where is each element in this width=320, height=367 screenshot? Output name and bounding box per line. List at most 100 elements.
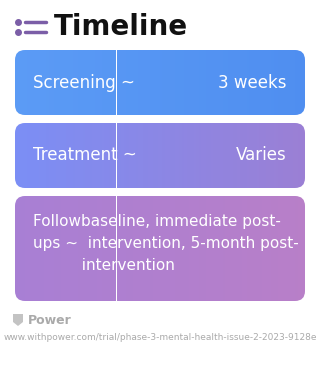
Bar	[303, 196, 305, 301]
Bar	[46, 123, 49, 188]
Bar	[119, 50, 121, 115]
Bar	[17, 196, 20, 301]
Bar	[264, 123, 266, 188]
Bar	[71, 123, 73, 188]
Bar	[59, 196, 61, 301]
Bar	[141, 196, 143, 301]
Bar	[143, 196, 146, 301]
Bar	[160, 196, 163, 301]
Bar	[114, 50, 116, 115]
Bar	[73, 196, 76, 301]
Bar	[300, 123, 303, 188]
Bar	[182, 196, 184, 301]
Bar	[249, 123, 252, 188]
Bar	[199, 196, 201, 301]
Bar	[191, 196, 194, 301]
Bar	[54, 50, 56, 115]
Bar	[247, 123, 249, 188]
Bar	[15, 123, 17, 188]
Bar	[240, 123, 242, 188]
Bar	[259, 196, 261, 301]
Bar	[261, 50, 264, 115]
Bar	[17, 50, 20, 115]
Bar	[172, 50, 174, 115]
Bar	[131, 50, 133, 115]
Bar	[179, 196, 182, 301]
Bar	[37, 50, 39, 115]
Bar	[121, 123, 124, 188]
Bar	[223, 123, 225, 188]
Bar	[163, 50, 165, 115]
Bar	[242, 196, 244, 301]
Bar	[119, 123, 121, 188]
Bar	[150, 50, 153, 115]
Text: Screening ~: Screening ~	[33, 73, 135, 91]
Bar	[121, 196, 124, 301]
Bar	[27, 50, 29, 115]
Bar	[266, 50, 269, 115]
Bar	[107, 123, 109, 188]
Bar	[153, 196, 155, 301]
Bar	[230, 50, 233, 115]
Bar	[100, 196, 102, 301]
Text: Followbaseline, immediate post-
ups ~  intervention, 5-month post-
          int: Followbaseline, immediate post- ups ~ in…	[33, 214, 299, 273]
Bar	[177, 50, 179, 115]
Bar	[244, 50, 247, 115]
Bar	[29, 50, 32, 115]
Text: www.withpower.com/trial/phase-3-mental-health-issue-2-2023-9128e: www.withpower.com/trial/phase-3-mental-h…	[3, 334, 317, 342]
Bar	[116, 50, 119, 115]
Bar	[254, 50, 257, 115]
Bar	[51, 196, 54, 301]
Bar	[271, 123, 274, 188]
Bar	[129, 196, 131, 301]
Bar	[271, 196, 274, 301]
Text: Power: Power	[28, 313, 72, 327]
Bar	[191, 50, 194, 115]
Text: ഠ: ഠ	[18, 312, 27, 327]
Bar	[170, 123, 172, 188]
Bar	[283, 123, 286, 188]
Bar	[39, 196, 42, 301]
Bar	[136, 123, 138, 188]
Bar	[293, 50, 295, 115]
Bar	[143, 50, 146, 115]
Bar	[25, 196, 27, 301]
Bar	[237, 196, 240, 301]
Bar	[71, 50, 73, 115]
Bar	[146, 196, 148, 301]
Bar	[104, 123, 107, 188]
Bar	[66, 50, 68, 115]
Bar	[291, 50, 293, 115]
Bar	[129, 123, 131, 188]
Bar	[25, 123, 27, 188]
Bar	[201, 196, 204, 301]
Bar	[15, 196, 17, 301]
Bar	[298, 123, 300, 188]
Bar	[29, 123, 32, 188]
Bar	[148, 196, 150, 301]
Bar	[172, 196, 174, 301]
Bar	[228, 196, 230, 301]
Bar	[150, 123, 153, 188]
Bar	[29, 196, 32, 301]
Bar	[155, 196, 157, 301]
Bar	[39, 50, 42, 115]
Bar	[56, 123, 59, 188]
Bar	[165, 123, 167, 188]
Bar	[177, 123, 179, 188]
Bar	[230, 123, 233, 188]
Bar	[295, 123, 298, 188]
Bar	[34, 123, 37, 188]
Bar	[295, 196, 298, 301]
Bar	[286, 123, 288, 188]
Bar	[160, 123, 163, 188]
Bar	[259, 50, 261, 115]
Bar	[196, 196, 199, 301]
Bar	[179, 123, 182, 188]
Bar	[136, 50, 138, 115]
Bar	[20, 196, 22, 301]
Bar	[95, 123, 97, 188]
Bar	[44, 196, 46, 301]
Bar	[153, 123, 155, 188]
Bar	[274, 50, 276, 115]
